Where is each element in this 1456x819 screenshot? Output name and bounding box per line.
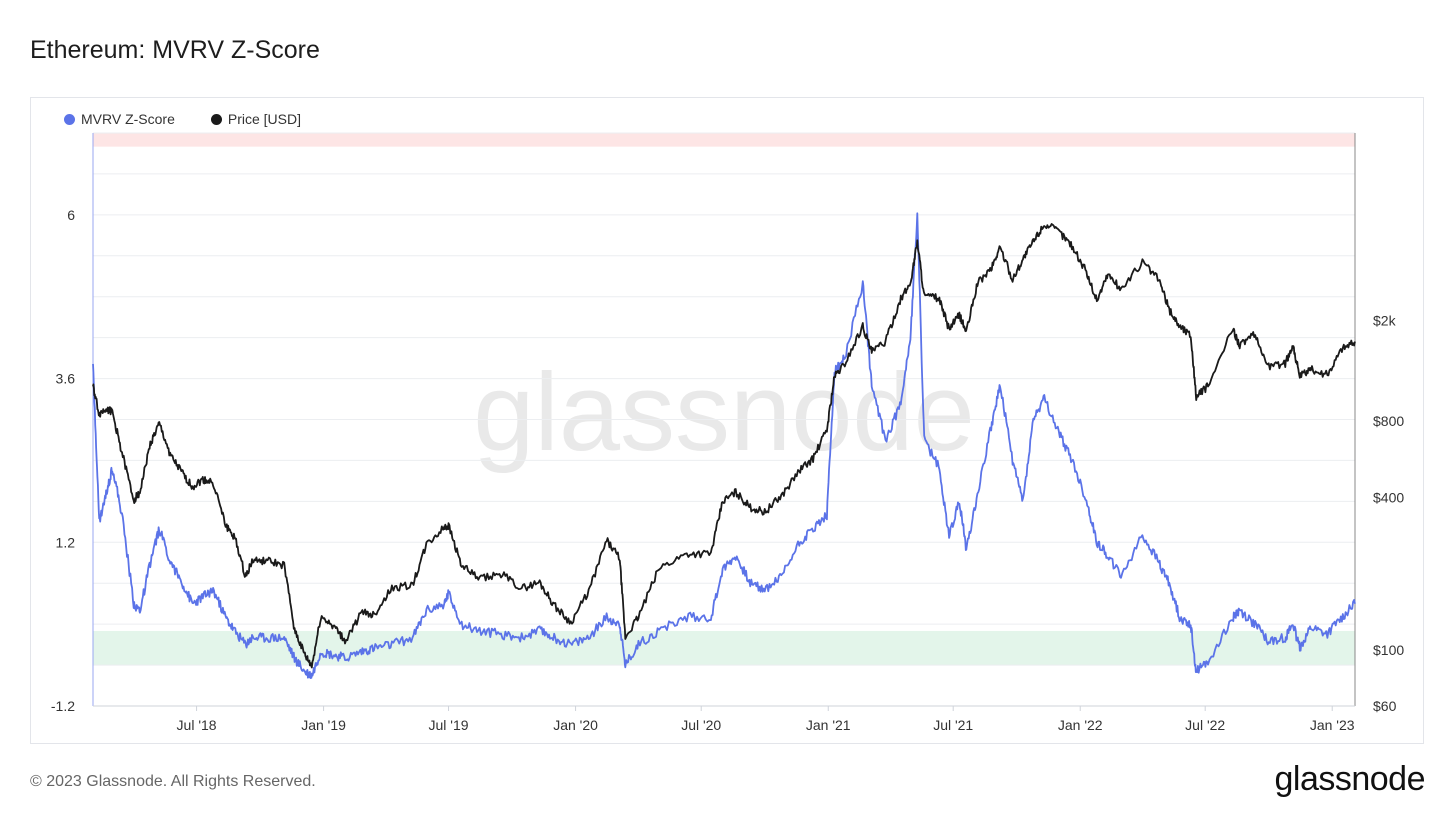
x-tick-label: Jan '21 <box>806 717 851 733</box>
brand-logo: glassnode <box>1274 760 1425 798</box>
legend-label-price: Price [USD] <box>227 111 301 127</box>
x-tick-label: Jan '22 <box>1058 717 1103 733</box>
x-tick-label: Jul '21 <box>933 717 973 733</box>
x-tick-label: Jan '19 <box>301 717 346 733</box>
y-left-tick-label: 1.2 <box>56 534 76 550</box>
chart-title: Ethereum: MVRV Z-Score <box>30 36 320 64</box>
x-tick-label: Jul '20 <box>681 717 721 733</box>
y-right-tick-label: $100 <box>1373 642 1404 658</box>
x-tick-label: Jul '18 <box>177 717 217 733</box>
legend-swatch-price <box>210 113 222 125</box>
legend-item-mvrv[interactable]: MVRV Z-Score <box>64 111 175 127</box>
zone-band-red <box>93 133 1355 147</box>
series-line-mvrv <box>92 212 1356 679</box>
x-tick-label: Jan '20 <box>553 717 598 733</box>
y-right-tick-label: $400 <box>1373 489 1404 505</box>
y-right-tick-label: $60 <box>1373 698 1397 714</box>
y-right-tick-label: $2k <box>1373 312 1397 328</box>
y-left-tick-label: 6 <box>67 207 75 223</box>
x-tick-label: Jul '22 <box>1185 717 1225 733</box>
y-right-tick-label: $800 <box>1373 413 1404 429</box>
series-line-price <box>92 223 1356 669</box>
y-left-tick-label: 3.6 <box>56 371 76 387</box>
chart-legend: MVRV Z-Score Price [USD] <box>64 111 301 127</box>
legend-item-price[interactable]: Price [USD] <box>210 111 301 127</box>
legend-swatch-mvrv <box>64 113 75 125</box>
y-left-tick-label: -1.2 <box>51 698 75 714</box>
x-tick-label: Jul '19 <box>429 717 469 733</box>
zone-band-green <box>93 630 1355 666</box>
copyright-text: © 2023 Glassnode. All Rights Reserved. <box>30 773 316 790</box>
legend-label-mvrv: MVRV Z-Score <box>81 111 175 127</box>
watermark-text: glassnode <box>473 351 975 474</box>
chart-frame <box>30 97 1424 744</box>
x-tick-label: Jan '23 <box>1310 717 1355 733</box>
